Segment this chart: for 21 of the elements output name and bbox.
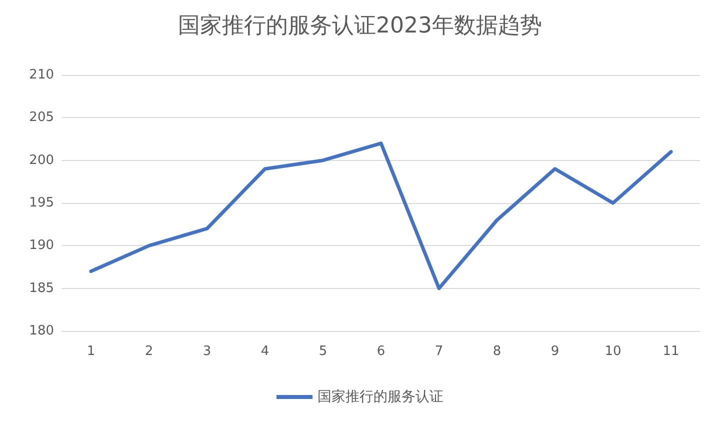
- x-tick-label: 1: [86, 344, 96, 359]
- x-tick-label: 4: [260, 344, 270, 359]
- y-tick-label: 205: [29, 110, 54, 126]
- line-series: [89, 142, 673, 290]
- x-tick-label: 2: [144, 344, 154, 359]
- x-tick-label: 11: [662, 344, 680, 359]
- x-tick-label: 9: [550, 344, 560, 359]
- y-tick-label: 180: [29, 324, 54, 338]
- x-tick-label: 5: [318, 344, 328, 359]
- legend-label: 国家推行的服务认证: [318, 389, 444, 405]
- x-tick-label: 10: [604, 344, 622, 359]
- y-tick-label: 195: [29, 196, 54, 210]
- y-tick-label: 210: [29, 68, 54, 82]
- x-tick-label: 3: [202, 344, 212, 359]
- y-tick-label: 200: [29, 152, 54, 168]
- y-tick-label: 185: [29, 280, 54, 296]
- x-tick-label: 7: [434, 344, 444, 359]
- x-tick-label: 8: [492, 344, 502, 359]
- chart-title: 国家推行的服务认证2023年数据趋势: [178, 14, 542, 38]
- x-tick-label: 6: [376, 344, 386, 359]
- y-tick-label: 190: [29, 238, 54, 254]
